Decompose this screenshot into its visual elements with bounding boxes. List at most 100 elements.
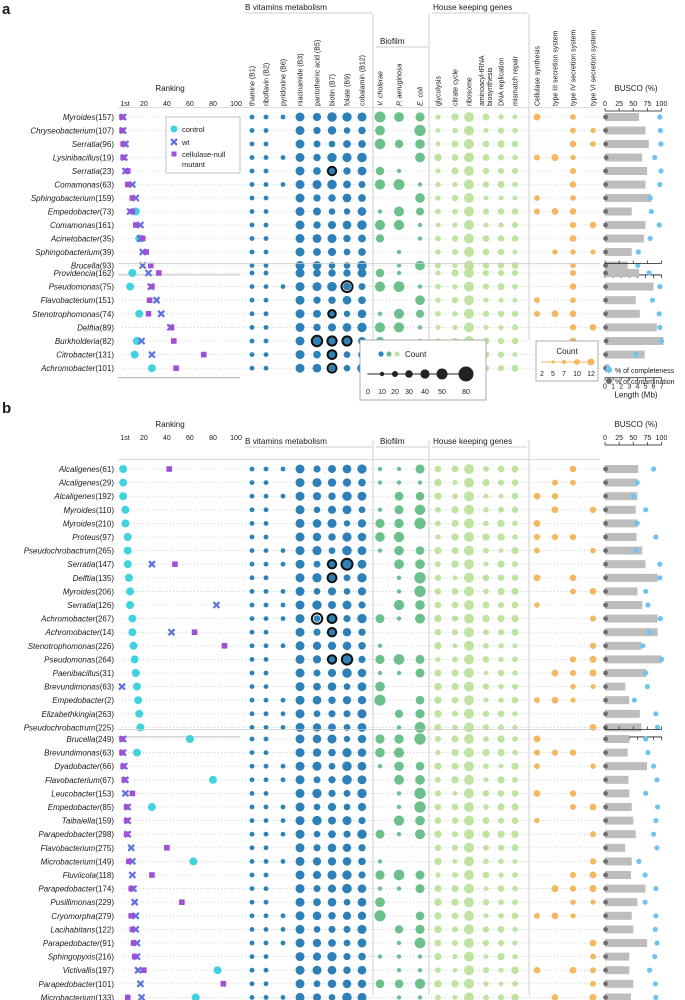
count-legend-title: Count: [405, 350, 427, 359]
count-dot: [551, 208, 559, 215]
row-genus: Lysinibacillus: [53, 154, 100, 163]
length-bar: [605, 748, 628, 757]
contamination-dot: [603, 804, 608, 810]
completeness-dot: [653, 994, 659, 1000]
row-genus: Citrobacter: [56, 351, 95, 360]
contamination-dot: [603, 338, 609, 344]
row-label: Victivallis(197): [63, 966, 115, 975]
count-dot: [415, 668, 425, 678]
count-dot: [451, 296, 459, 304]
count-dot: [498, 763, 504, 769]
count-dot: [295, 180, 305, 189]
rank-mutant-marker: [126, 858, 132, 865]
count-dot: [295, 816, 305, 826]
count-dot: [357, 709, 367, 719]
count-dot: [415, 491, 425, 501]
count-dot: [498, 940, 504, 946]
count-dot: [512, 154, 518, 161]
count-dot: [414, 124, 426, 137]
count-dot: [295, 802, 305, 812]
rank-mutant-marker: [179, 899, 185, 905]
count-dot: [464, 322, 474, 333]
column-header: riboflavin (B2): [264, 63, 271, 106]
row-count: (197): [95, 966, 114, 975]
completeness-dot: [658, 338, 665, 344]
count-dot: [374, 179, 386, 190]
column-header: V. cholerae: [378, 71, 385, 106]
completeness-dot: [657, 114, 663, 120]
completeness-dot: [654, 940, 660, 946]
count-dot: [342, 491, 352, 501]
count-dot: [280, 940, 286, 946]
count-dot: [342, 668, 352, 678]
count-dot: [435, 534, 441, 540]
count-dot: [498, 195, 504, 201]
rank-mutant-marker: [119, 114, 125, 120]
row-count: (96): [100, 140, 115, 149]
count-dot: [464, 640, 474, 651]
count-dot: [464, 681, 474, 692]
count-dot: [313, 296, 321, 304]
panel-label: b: [2, 400, 11, 417]
count-dot: [343, 351, 351, 358]
count-dot: [263, 270, 269, 276]
count-dot: [435, 141, 441, 147]
highlight-ring: [340, 557, 354, 571]
row-label: Proteus(97): [72, 533, 114, 542]
count-dot: [249, 236, 255, 241]
count-dot: [327, 870, 337, 880]
count-dot: [570, 154, 576, 161]
count-dot: [417, 995, 423, 1000]
count-dot: [497, 587, 505, 595]
count-dot: [393, 219, 405, 231]
column-header: pantothenic acid (B5): [315, 40, 322, 106]
count-dot: [263, 249, 269, 255]
ranking-tick: 60: [186, 101, 194, 108]
count-dot: [249, 859, 255, 864]
completeness-dot: [656, 311, 662, 317]
count-dot: [497, 669, 505, 677]
count-dot: [295, 322, 305, 332]
length-bar: [605, 207, 632, 216]
row-label: Sphingobacterium(39): [35, 248, 114, 257]
count-dot: [396, 886, 402, 891]
count-dot: [569, 966, 577, 974]
ranking-tick: 100: [230, 435, 242, 442]
count-dot: [327, 654, 337, 664]
count-dot: [414, 572, 426, 584]
count-dot: [435, 297, 441, 303]
count-dot: [249, 711, 255, 717]
count-dot: [451, 748, 459, 757]
count-dot: [451, 248, 459, 256]
row-count: (107): [95, 127, 114, 136]
count-dot: [482, 154, 490, 161]
length-bar: [605, 269, 640, 277]
count-dot: [511, 262, 519, 269]
contamination-dot: [603, 995, 608, 1000]
count-dot: [415, 774, 425, 785]
count-dot: [249, 602, 255, 608]
count-dot: [375, 532, 385, 542]
count-dot: [393, 747, 405, 758]
count-dot: [263, 670, 269, 676]
count-dot: [569, 208, 577, 215]
count-dot: [263, 466, 269, 472]
count-dot: [377, 764, 383, 769]
row-label: Paenibacillus(31): [53, 669, 115, 678]
count-dot: [313, 885, 321, 893]
legend-wt-label: wt: [181, 138, 190, 147]
count-dot: [280, 643, 286, 649]
count-dot: [327, 816, 337, 825]
row-count: (101): [95, 980, 114, 989]
count-dot: [511, 587, 519, 595]
count-legend2-value: 2: [540, 371, 544, 378]
count-dot: [312, 993, 322, 1000]
completeness-dot: [649, 297, 656, 303]
count-dot: [569, 533, 577, 541]
count-dot: [498, 724, 504, 731]
count-dot: [451, 519, 459, 527]
count-dot: [414, 937, 426, 949]
count-dot: [263, 325, 269, 330]
row-genus: Alcaligenes: [58, 479, 100, 488]
count-dot: [497, 248, 505, 256]
